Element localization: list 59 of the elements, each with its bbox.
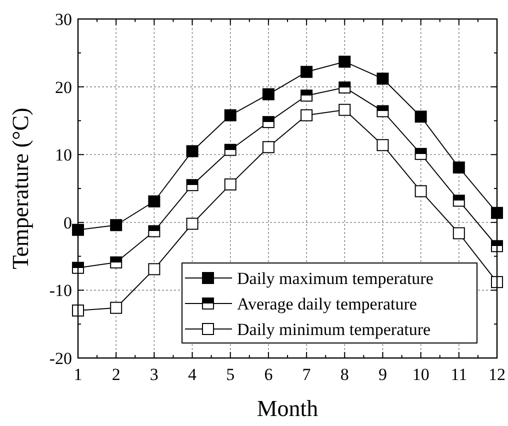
point xyxy=(224,144,236,156)
y-tick-label: 10 xyxy=(55,146,72,165)
point xyxy=(452,161,465,174)
x-tick-label: 6 xyxy=(264,365,273,384)
y-tick-label: 30 xyxy=(55,10,72,29)
x-tick-label: 8 xyxy=(340,365,349,384)
legend-label: Average daily temperature xyxy=(237,294,417,314)
point xyxy=(300,109,313,122)
point xyxy=(148,195,160,208)
point xyxy=(300,90,313,102)
point xyxy=(338,104,351,116)
point xyxy=(491,276,503,288)
point xyxy=(300,66,313,78)
point xyxy=(376,105,389,118)
point xyxy=(491,240,503,252)
point xyxy=(148,225,160,238)
point xyxy=(262,116,274,128)
point xyxy=(72,304,84,317)
y-tick-label: -10 xyxy=(49,281,72,300)
y-tick-label: -20 xyxy=(49,348,72,368)
point xyxy=(376,72,389,85)
x-axis-title: Month xyxy=(256,396,319,421)
point xyxy=(72,224,84,236)
point xyxy=(414,185,427,198)
x-tick-label: 10 xyxy=(412,365,430,384)
x-tick-label: 7 xyxy=(302,365,312,384)
x-tick-label: 5 xyxy=(226,365,235,384)
x-tick-label: 9 xyxy=(378,365,387,384)
x-tick-label: 3 xyxy=(150,365,158,384)
point xyxy=(262,88,274,100)
point xyxy=(148,263,160,276)
point xyxy=(414,110,427,123)
point xyxy=(491,206,503,219)
point xyxy=(186,218,198,230)
point xyxy=(72,262,84,274)
point xyxy=(186,145,198,158)
x-tick-label: 2 xyxy=(112,365,120,384)
x-tick-label: 12 xyxy=(488,365,506,384)
point xyxy=(262,141,274,154)
point xyxy=(452,194,465,207)
point xyxy=(452,227,465,240)
point xyxy=(110,256,122,268)
x-tick-label: 1 xyxy=(74,365,82,384)
point xyxy=(224,109,236,122)
point xyxy=(224,178,236,190)
x-tick-label: 4 xyxy=(188,365,198,384)
legend-label: Daily maximum temperature xyxy=(237,268,434,288)
legend-label: Daily minimum temperature xyxy=(237,320,431,339)
point xyxy=(110,302,122,314)
point xyxy=(338,56,351,68)
x-tick-label: 11 xyxy=(450,365,468,384)
y-tick-label: 0 xyxy=(64,213,72,232)
point xyxy=(338,81,351,94)
point xyxy=(186,179,198,192)
point xyxy=(110,219,122,232)
y-tick-label: 20 xyxy=(55,78,72,97)
y-axis-title: Temperature (°C) xyxy=(8,108,33,270)
point xyxy=(376,139,389,152)
point xyxy=(414,148,427,160)
